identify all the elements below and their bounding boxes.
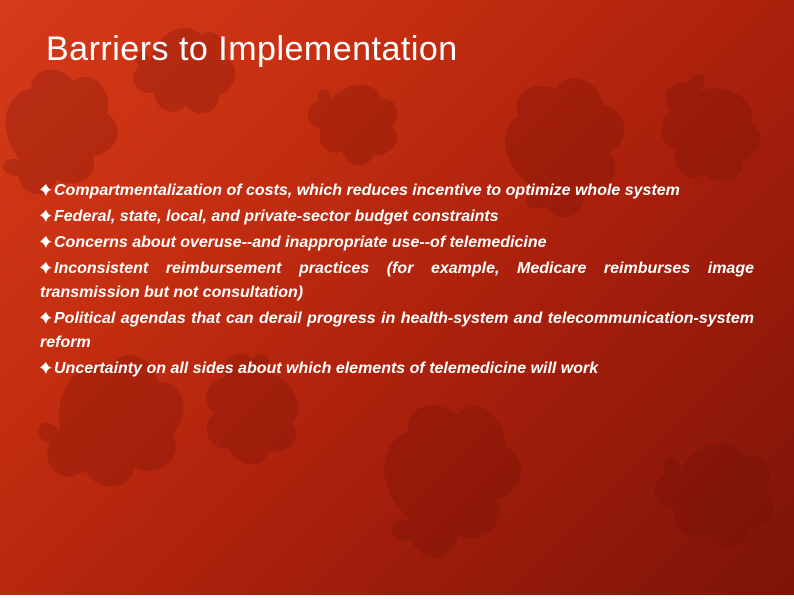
leaf-bullet-icon [40,184,52,196]
slide-body: Compartmentalization of costs, which red… [40,179,754,381]
leaf-bullet-icon [40,312,52,324]
list-item: Political agendas that can derail progre… [40,307,754,355]
list-item: Concerns about overuse--and inappropriat… [40,231,754,255]
leaf-bullet-icon [40,262,52,274]
bullet-text: Inconsistent reimbursement practices (fo… [40,260,754,301]
bullet-text: Federal, state, local, and private-secto… [54,208,499,225]
leaf-bullet-icon [40,362,52,374]
bullet-text: Compartmentalization of costs, which red… [54,182,680,199]
bullet-text: Uncertainty on all sides about which ele… [54,360,598,377]
list-item: Compartmentalization of costs, which red… [40,179,754,203]
list-item: Uncertainty on all sides about which ele… [40,357,754,381]
leaf-bullet-icon [40,236,52,248]
bullet-text: Political agendas that can derail progre… [40,310,754,351]
bullet-text: Concerns about overuse--and inappropriat… [54,234,547,251]
list-item: Federal, state, local, and private-secto… [40,205,754,229]
leaf-bullet-icon [40,210,52,222]
slide-title: Barriers to Implementation [46,30,754,69]
slide: Barriers to Implementation Compartmental… [0,0,794,595]
list-item: Inconsistent reimbursement practices (fo… [40,257,754,305]
